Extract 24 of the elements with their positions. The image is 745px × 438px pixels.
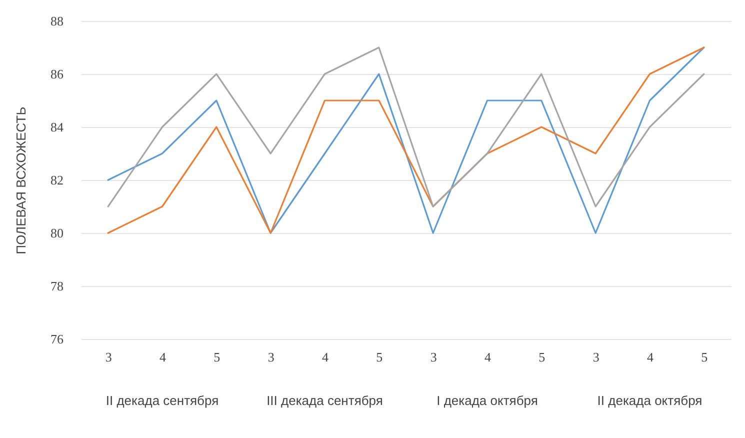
y-axis-title: ПОЛЕВАЯ ВСХОЖЕСТЬ <box>14 106 28 254</box>
text: II декада сентября <box>106 393 219 408</box>
text: II декада октября <box>597 393 702 408</box>
x-tick-label: 3 <box>592 350 600 364</box>
x-tick-label: 5 <box>538 350 546 364</box>
text: I декада октября <box>436 393 538 408</box>
x-tick-label: 3 <box>105 350 112 364</box>
text: III декада сентября <box>266 393 383 408</box>
x-tick-label: 4 <box>160 350 166 364</box>
x-tick-label: 4 <box>322 350 329 364</box>
x-tick-label: 5 <box>376 350 383 364</box>
x-tick-label: 4 <box>484 350 492 364</box>
y-tick-label: 82 <box>50 172 64 188</box>
x-tick-label: 5 <box>701 350 708 364</box>
x-tick-label: 3 <box>430 350 437 364</box>
y-tick-label: 84 <box>50 120 64 134</box>
x-tick-label: 5 <box>214 350 220 364</box>
y-tick-label: 80 <box>50 226 64 240</box>
y-tick-label: 88 <box>50 14 64 28</box>
x-tick-label: 4 <box>647 350 654 364</box>
y-tick-label: 78 <box>50 278 64 294</box>
y-tick-label: 86 <box>50 66 64 82</box>
y-tick-label: 76 <box>50 332 64 346</box>
x-tick-label: 3 <box>268 350 274 364</box>
